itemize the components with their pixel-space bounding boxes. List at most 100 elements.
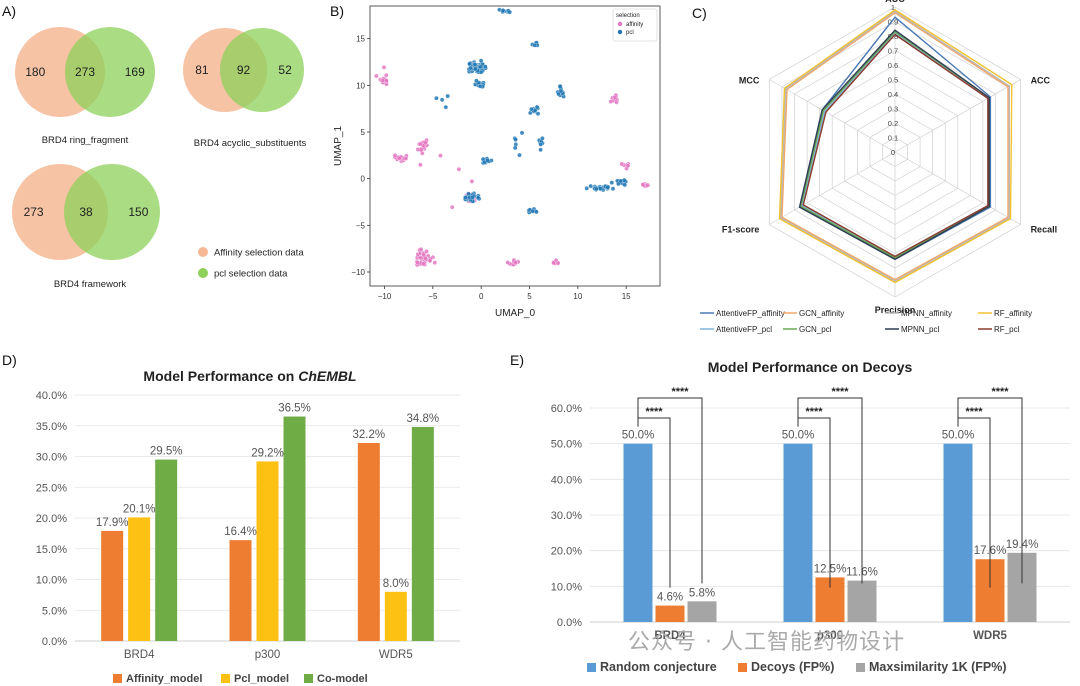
legend-swatch bbox=[856, 663, 865, 672]
umap-point-affinity bbox=[381, 65, 387, 70]
umap-point-pcl bbox=[478, 64, 483, 70]
significance-bracket bbox=[797, 397, 863, 584]
category-label: BRD4 bbox=[654, 630, 686, 642]
y-tick-label: 5.0% bbox=[42, 605, 67, 617]
venn-panel: A) 180 273 169 BRD4 ring_fragment 81 92 52 BRD4… bbox=[2, 3, 306, 290]
radar-tick-label: 1 bbox=[891, 3, 895, 12]
radar-tick-label: 0.1 bbox=[888, 134, 898, 143]
umap-point-affinity bbox=[608, 99, 614, 104]
significance-marker: **** bbox=[965, 406, 983, 418]
umap-point-pcl bbox=[540, 136, 545, 141]
venn-legend-swatch bbox=[198, 268, 208, 278]
legend-swatch bbox=[113, 674, 122, 683]
umap-point-pcl bbox=[513, 137, 518, 142]
bar-value-label: 29.2% bbox=[251, 447, 284, 459]
bar-co-model bbox=[411, 426, 434, 641]
venn-legend-label: Affinity selection data bbox=[214, 248, 304, 259]
venn-overlap-count: 92 bbox=[237, 63, 251, 77]
umap-point-pcl bbox=[584, 186, 589, 191]
umap-point-pcl bbox=[558, 88, 564, 94]
radar-panel: C) 00.10.20.30.40.50.60.70.80.91 AUCACCR… bbox=[692, 0, 1057, 334]
umap-point-pcl bbox=[500, 8, 506, 13]
category-label: p300 bbox=[255, 649, 281, 661]
bar-value-label: 34.8% bbox=[407, 413, 440, 425]
significance-bracket bbox=[797, 417, 831, 588]
panel-label-d: D) bbox=[2, 352, 17, 368]
venn-caption: BRD4 ring_fragment bbox=[42, 135, 129, 146]
significance-bracket bbox=[957, 417, 991, 588]
significance-marker: **** bbox=[645, 406, 663, 418]
umap-point-pcl bbox=[530, 208, 535, 214]
umap-xtick-label: 5 bbox=[527, 292, 532, 301]
umap-point-pcl bbox=[483, 64, 488, 69]
umap-axes: −10 −5 0 5 10 15 15 10 5 0 −5 −10 bbox=[351, 35, 631, 301]
category-label: WDR5 bbox=[973, 630, 1007, 642]
bar-random-conjecture bbox=[943, 443, 973, 622]
radar-tick-label: 0.3 bbox=[888, 105, 898, 114]
watermark-text: 公众号 · 人工智能药物设计 bbox=[628, 630, 905, 655]
umap-point-affinity bbox=[421, 252, 426, 258]
bar-value-label: 4.6% bbox=[657, 592, 683, 604]
panel-label-a: A) bbox=[2, 3, 16, 19]
umap-point-affinity bbox=[619, 161, 625, 167]
radar-tick-label: 0.2 bbox=[888, 119, 898, 128]
chembl-plot-area: 0.0% 5.0% 10.0% 15.0% 20.0% 25.0% 30.0% 35.0% 40… bbox=[36, 390, 460, 685]
umap-point-pcl bbox=[478, 58, 484, 63]
legend-swatch bbox=[587, 663, 596, 672]
umap-xtick-label: 15 bbox=[622, 292, 631, 301]
umap-point-affinity bbox=[418, 141, 423, 147]
chembl-chart: D) Model Performance on ChEMBL 0.0% 5.0% 1… bbox=[2, 352, 460, 685]
panel-label-c: C) bbox=[692, 5, 707, 21]
radar-axis-label: AUC bbox=[885, 0, 905, 4]
y-tick-label: 35.0% bbox=[36, 421, 67, 433]
radar-spoke bbox=[769, 79, 896, 153]
umap-point-pcl bbox=[535, 111, 541, 116]
umap-point-pcl bbox=[472, 62, 478, 67]
bar-pcl-model bbox=[256, 461, 279, 641]
radar-tick-label: 0.6 bbox=[888, 61, 898, 70]
umap-point-pcl bbox=[594, 186, 599, 192]
bar-value-label: 20.1% bbox=[123, 503, 156, 515]
umap-point-pcl bbox=[470, 195, 475, 200]
chembl-title-prefix: Model Performance on bbox=[143, 368, 298, 384]
bar-pcl-model bbox=[128, 517, 151, 641]
radar-spoke bbox=[769, 151, 896, 225]
umap-xtick-label: −10 bbox=[378, 292, 392, 301]
umap-point-pcl bbox=[466, 191, 471, 197]
legend-label: Affinity_model bbox=[126, 673, 202, 685]
umap-legend-label: pcl bbox=[626, 30, 634, 36]
umap-point-pcl bbox=[474, 78, 479, 83]
bar-affinity-model bbox=[357, 442, 380, 641]
radar-legend-label: MPNN_affinity bbox=[901, 309, 952, 318]
radar-axis-label: F1-score bbox=[722, 225, 760, 235]
y-tick-label: 10.0% bbox=[36, 575, 67, 587]
radar-legend: AttentiveFP_affinity GCN_affinity MPNN_aff… bbox=[700, 309, 1032, 334]
bar-decoys-fp bbox=[655, 605, 685, 622]
venn-diagrams: 180 273 169 BRD4 ring_fragment 81 92 52 BRD4 ac… bbox=[12, 27, 306, 290]
legend-swatch bbox=[221, 674, 230, 683]
y-tick-label: 15.0% bbox=[36, 544, 67, 556]
umap-point-pcl bbox=[534, 104, 540, 110]
umap-point-pcl bbox=[609, 180, 615, 185]
umap-point-pcl bbox=[434, 95, 439, 101]
umap-point-pcl bbox=[605, 185, 610, 190]
bar-affinity-model bbox=[101, 530, 124, 641]
bar-maxsimilarity-1k-fp bbox=[847, 580, 877, 622]
bar-co-model bbox=[283, 416, 306, 641]
umap-point-pcl bbox=[507, 9, 512, 15]
radar-legend-label: AttentiveFP_pcl bbox=[716, 325, 772, 334]
umap-point-pcl bbox=[529, 106, 534, 112]
chembl-chart-title: Model Performance on ChEMBL bbox=[143, 368, 356, 384]
radar-tick-label: 0 bbox=[891, 148, 895, 157]
significance-marker: **** bbox=[805, 406, 823, 418]
y-tick-label: 0.0% bbox=[42, 636, 67, 648]
umap-point-pcl bbox=[468, 65, 473, 71]
umap-ytick-label: 5 bbox=[361, 128, 366, 137]
umap-xtick-label: 0 bbox=[479, 292, 484, 301]
umap-ytick-label: 15 bbox=[356, 35, 365, 44]
radar-legend-label: MPNN_pcl bbox=[901, 325, 939, 334]
radar-legend-label: GCN_pcl bbox=[799, 325, 832, 334]
radar-legend-label: AttentiveFP_affinity bbox=[716, 309, 785, 318]
umap-legend-box bbox=[612, 8, 658, 42]
umap-point-pcl bbox=[517, 152, 522, 158]
